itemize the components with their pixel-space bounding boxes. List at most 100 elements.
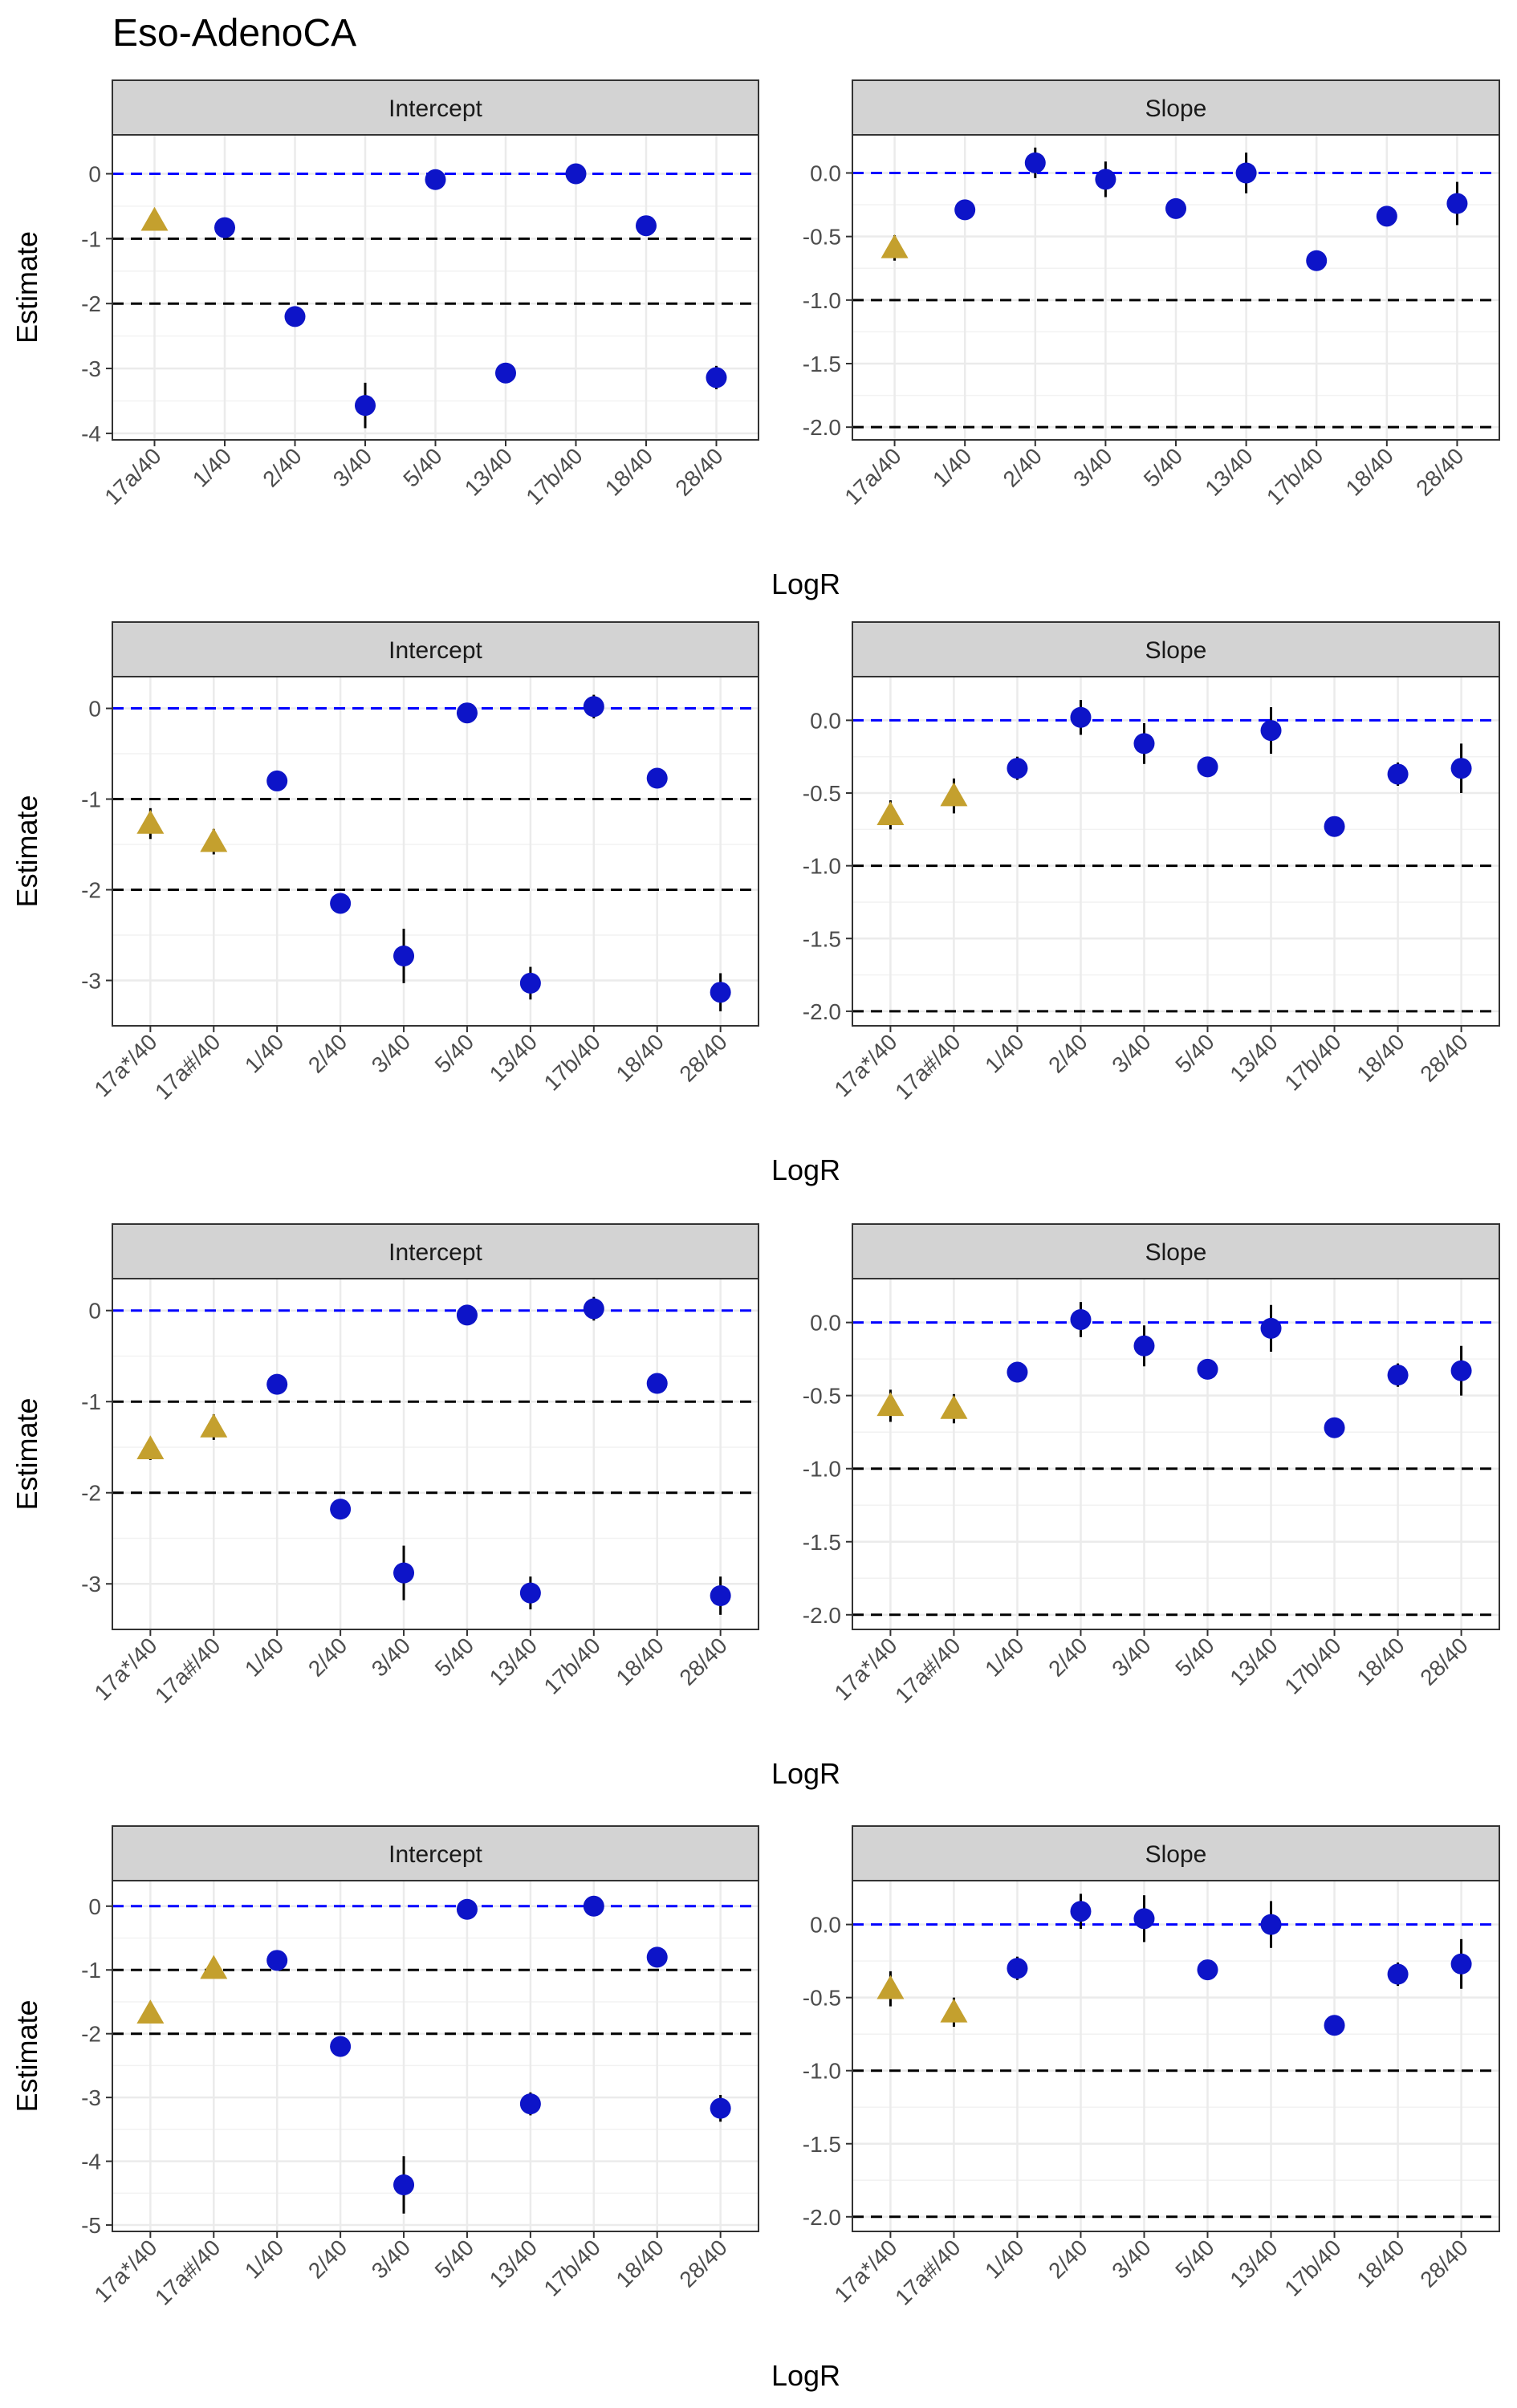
data-point — [1133, 733, 1155, 755]
x-tick-label: 18/40 — [1341, 443, 1398, 500]
y-tick-label: 0 — [88, 162, 101, 187]
data-point-triangle — [200, 828, 228, 852]
x-tick-label: 2/40 — [303, 1633, 352, 1681]
data-point-triangle — [940, 782, 968, 807]
data-point — [1197, 1959, 1218, 1981]
y-axis-title: Estimate — [10, 795, 43, 907]
data-point — [710, 2097, 731, 2119]
y-tick-label: 0.0 — [810, 161, 841, 186]
y-tick-label: -1 — [81, 1389, 101, 1414]
x-tick-label: 5/40 — [1170, 2235, 1218, 2283]
x-tick-label: 3/40 — [367, 1029, 415, 1077]
data-point — [1095, 169, 1116, 190]
x-tick-label: 5/40 — [1139, 443, 1187, 491]
y-tick-label: -3 — [81, 1572, 101, 1597]
x-axis-title: LogR — [771, 1757, 840, 1790]
data-point — [266, 1950, 288, 1971]
x-tick-label: 17b/40 — [1279, 1029, 1345, 1095]
y-tick-label: -1.0 — [803, 1457, 841, 1482]
x-tick-label: 18/40 — [1352, 2235, 1409, 2292]
y-tick-label: -1.0 — [803, 2059, 841, 2084]
x-tick-label: 17b/40 — [1279, 2235, 1345, 2300]
data-point — [1007, 758, 1028, 779]
y-tick-label: -5 — [81, 2213, 101, 2238]
data-point — [393, 1562, 415, 1584]
data-point-triangle — [876, 801, 905, 825]
x-tick-label: 17a/40 — [840, 443, 905, 509]
x-tick-label: 1/40 — [240, 1029, 288, 1077]
data-point — [1165, 197, 1186, 219]
x-tick-label: 17a#/40 — [890, 1633, 965, 1707]
x-tick-label: 3/40 — [367, 1633, 415, 1681]
y-tick-label: -2 — [81, 291, 101, 316]
y-tick-label: -2.0 — [803, 1603, 841, 1628]
data-point — [1007, 1958, 1028, 1979]
data-point — [710, 1585, 731, 1607]
data-point-triangle — [136, 1999, 165, 2024]
data-point-triangle — [136, 1435, 165, 1460]
x-tick-label: 28/40 — [670, 443, 727, 500]
y-tick-label: 0 — [88, 697, 101, 722]
y-tick-label: -2.0 — [803, 999, 841, 1024]
x-tick-label: 1/40 — [980, 2235, 1028, 2283]
y-tick-label: -1 — [81, 1958, 101, 1983]
data-point — [330, 1499, 352, 1520]
data-point-triangle — [876, 1975, 905, 1999]
x-tick-label: 17b/40 — [539, 2235, 605, 2300]
x-tick-label: 1/40 — [188, 443, 236, 491]
y-tick-label: -2 — [81, 878, 101, 903]
data-point — [330, 2036, 352, 2057]
data-point — [1450, 1953, 1472, 1975]
data-point-triangle — [200, 1413, 228, 1438]
x-tick-label: 5/40 — [398, 443, 446, 491]
y-tick-label: 0.0 — [810, 1913, 841, 1938]
data-point — [456, 1304, 478, 1326]
x-tick-label: 18/40 — [611, 1029, 668, 1086]
x-tick-label: 3/40 — [328, 443, 376, 491]
y-tick-label: -0.5 — [803, 225, 841, 250]
x-tick-label: 2/40 — [1043, 2235, 1092, 2283]
data-point — [1387, 1963, 1409, 1985]
data-point — [393, 946, 415, 966]
data-point — [425, 169, 446, 190]
facet-strip — [852, 1825, 1500, 1881]
data-point — [266, 770, 288, 791]
x-tick-label: 17b/40 — [1279, 1633, 1345, 1698]
x-tick-label: 3/40 — [1107, 2235, 1155, 2283]
data-point — [646, 767, 668, 789]
x-tick-label: 2/40 — [258, 443, 306, 491]
x-tick-label: 13/40 — [1225, 2235, 1282, 2292]
data-point — [1133, 1335, 1155, 1357]
y-tick-label: 0 — [88, 1299, 101, 1324]
x-tick-label: 3/40 — [367, 2235, 415, 2283]
data-point — [1376, 205, 1397, 227]
x-tick-label: 13/40 — [485, 2235, 542, 2292]
facet-strip-label: Intercept — [388, 96, 482, 122]
facet-strip-label: Slope — [1145, 1239, 1207, 1266]
x-tick-label: 1/40 — [980, 1029, 1028, 1077]
data-point-triangle — [881, 234, 909, 258]
x-tick-label: 1/40 — [240, 2235, 288, 2283]
data-point — [1446, 193, 1468, 214]
facet-strip — [852, 621, 1500, 677]
x-tick-label: 1/40 — [928, 443, 976, 491]
y-tick-label: -1.0 — [803, 854, 841, 879]
data-point — [1324, 816, 1345, 837]
data-point — [1387, 763, 1409, 785]
facet-strip — [852, 79, 1500, 136]
x-tick-label: 28/40 — [1415, 2235, 1472, 2292]
data-point — [1324, 2015, 1345, 2036]
data-point — [1070, 1901, 1092, 1922]
x-tick-label: 13/40 — [460, 443, 517, 500]
x-tick-label: 13/40 — [1200, 443, 1257, 500]
x-tick-label: 28/40 — [674, 1029, 731, 1086]
x-tick-label: 2/40 — [1043, 1029, 1092, 1077]
data-point — [1387, 1365, 1409, 1386]
data-point — [355, 395, 376, 417]
data-point — [1024, 152, 1046, 173]
x-tick-label: 13/40 — [485, 1633, 542, 1690]
y-tick-label: -1 — [81, 787, 101, 812]
x-axis-title: LogR — [771, 1153, 840, 1186]
y-tick-label: -1.5 — [803, 926, 841, 951]
